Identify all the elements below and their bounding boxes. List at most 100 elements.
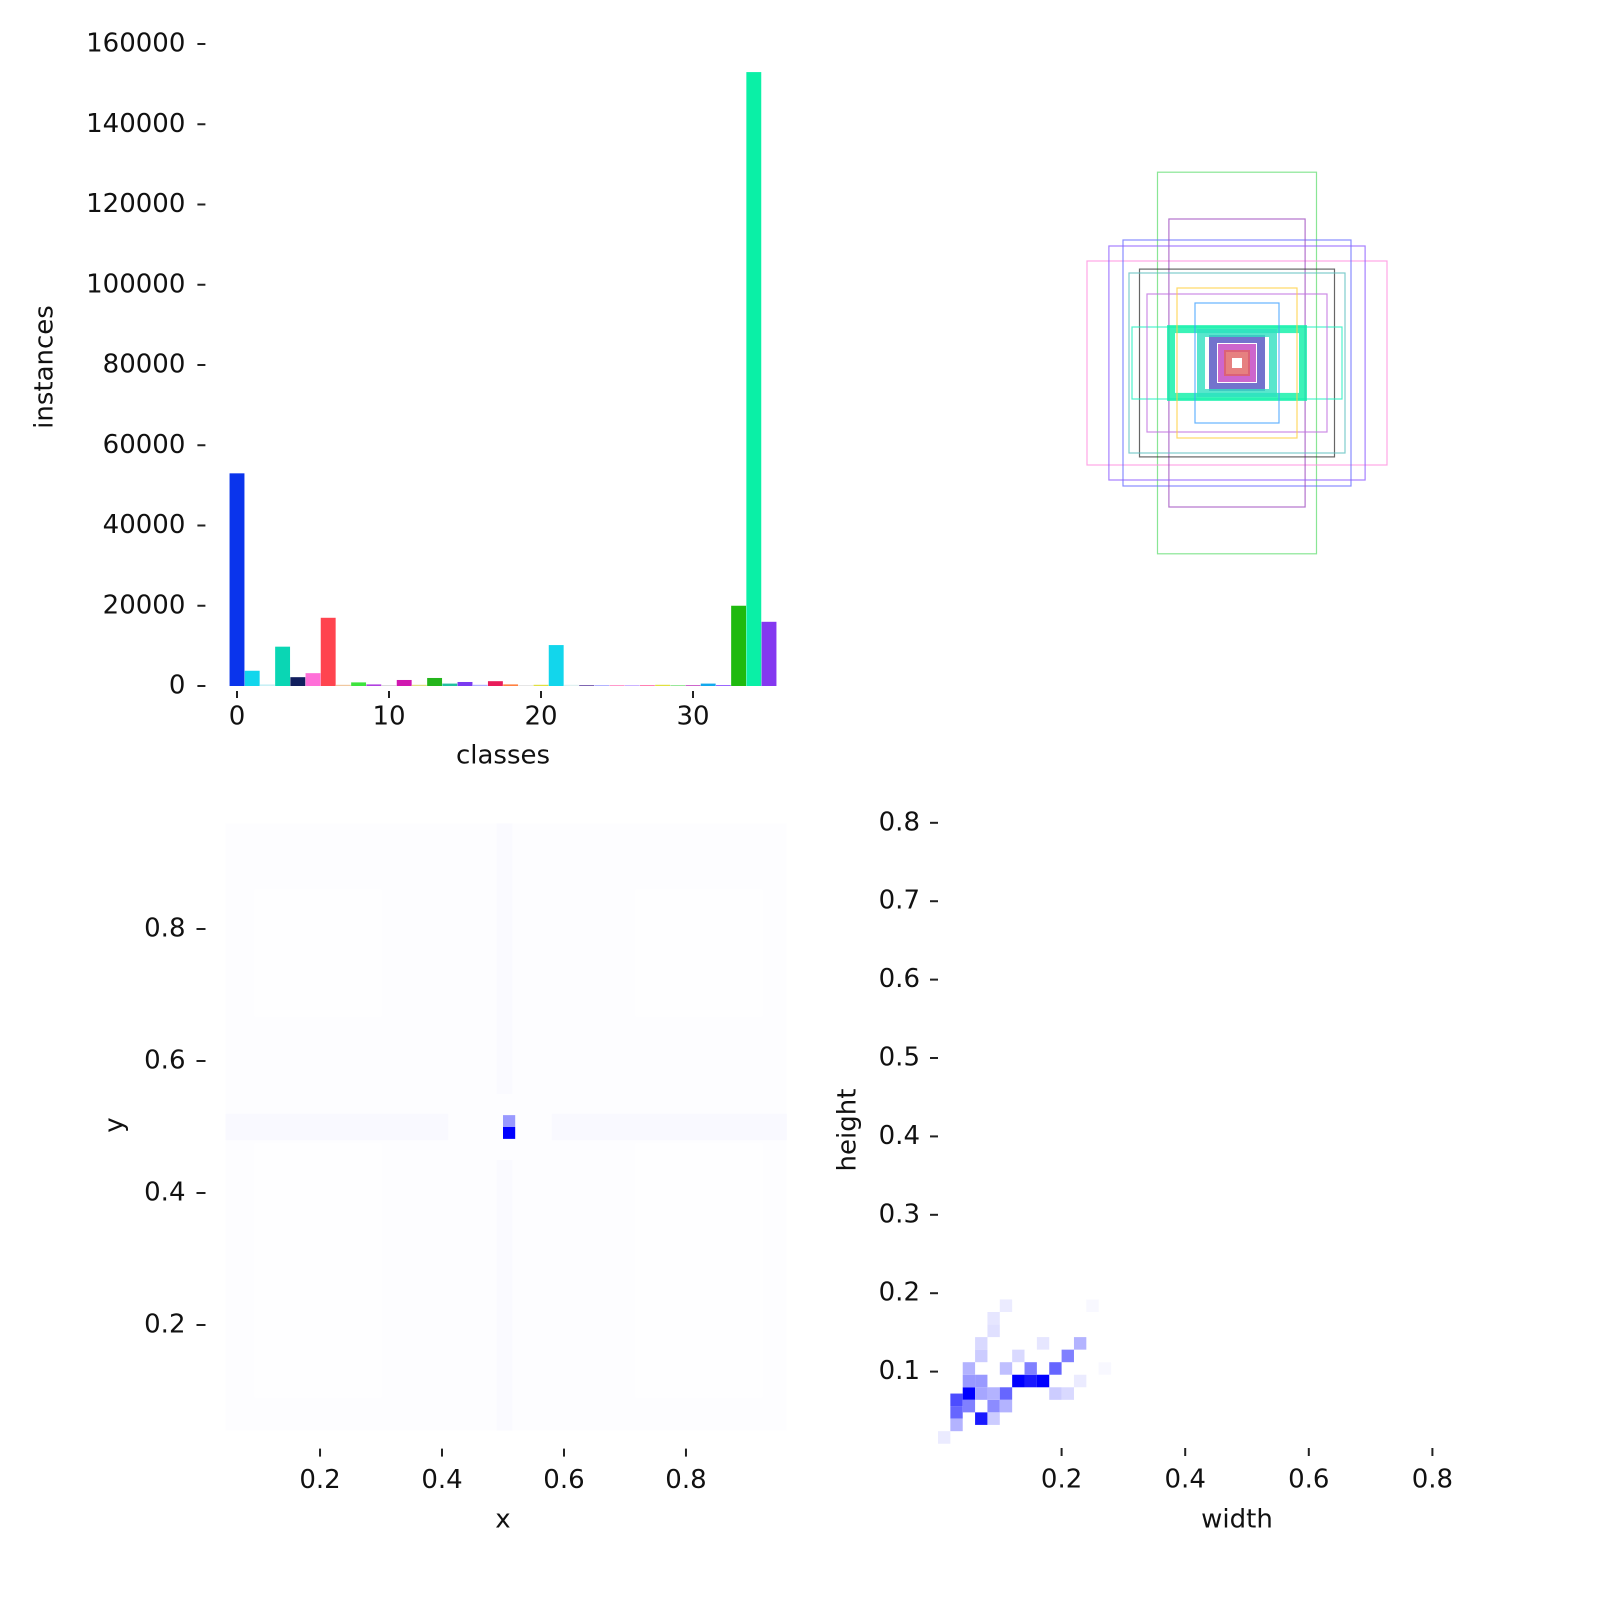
x-axis-label: classes: [456, 741, 550, 771]
y-tick-label: 140000: [86, 109, 185, 139]
label-box: [1224, 350, 1250, 376]
y-tick-label: 40000: [103, 510, 186, 540]
bar: [305, 673, 321, 686]
x-tick-label: 20: [524, 702, 557, 732]
heat-cell: [987, 1312, 1000, 1325]
heat-cell: [950, 1393, 963, 1407]
bar: [442, 683, 458, 686]
y-axis-label: instances: [30, 305, 60, 429]
bar: [731, 605, 747, 686]
heat-cell: [999, 1362, 1013, 1375]
bar: [609, 685, 625, 686]
heat-cell: [1024, 1374, 1037, 1388]
bar: [503, 684, 519, 686]
x-tick-label: 0.8: [665, 1465, 706, 1495]
heat-cell: [975, 1337, 988, 1350]
heat-cell: [950, 1418, 963, 1432]
x-axis-label: x: [495, 1505, 510, 1535]
heat-cell: [975, 1387, 988, 1400]
y-tick-label: 0.2: [879, 1278, 920, 1308]
heat-cell: [1073, 1374, 1087, 1388]
heat-cell: [950, 1406, 963, 1419]
label-box: [1218, 344, 1256, 382]
y-tick-label: 0.7: [879, 886, 920, 916]
label-box: [1194, 302, 1280, 424]
y-tick-label: 0.1: [879, 1356, 920, 1386]
y-tick-label: 0.6: [144, 1046, 185, 1076]
bar: [487, 681, 503, 686]
heat-cell: [1061, 1387, 1074, 1400]
x-tick-label: 0.6: [543, 1465, 584, 1495]
bar: [563, 684, 579, 686]
y-tick-label: 0.5: [879, 1043, 920, 1073]
y-tick-label: 100000: [86, 269, 185, 299]
heat-cell: [1073, 1337, 1087, 1350]
heat-cell: [496, 1160, 513, 1431]
y-tick-label: 0: [169, 671, 186, 701]
y-tick-label: 60000: [103, 430, 186, 460]
heat-cell: [999, 1399, 1013, 1413]
bar: [457, 681, 473, 686]
bar: [290, 677, 306, 686]
y-tick-label: 20000: [103, 590, 186, 620]
bar: [427, 677, 443, 686]
heat-cell: [962, 1374, 976, 1388]
x-tick-label: 0: [229, 702, 246, 732]
bar: [411, 684, 427, 686]
x-axis-label: width: [1201, 1505, 1273, 1535]
heat-cell: [1012, 1349, 1025, 1363]
bar: [351, 682, 367, 686]
heat-cell: [987, 1399, 1000, 1413]
heat-cell: [975, 1412, 988, 1425]
heat-cell: [938, 1431, 951, 1444]
label-box: [1108, 245, 1366, 481]
label-box: [1209, 335, 1265, 391]
x-tick-label: 0.4: [1165, 1465, 1206, 1495]
y-tick-label: 0.2: [144, 1310, 185, 1340]
y-tick-label: 0.4: [879, 1121, 920, 1151]
y-tick-label: 0.4: [144, 1178, 185, 1208]
heat-cell: [1012, 1374, 1025, 1388]
y-tick-label: 160000: [86, 29, 185, 59]
bar: [548, 645, 564, 686]
heat-cell: [551, 1113, 787, 1141]
heat-cell: [999, 1299, 1013, 1313]
heat-cell: [1024, 1362, 1037, 1375]
label-box: [1176, 287, 1298, 439]
heat-cell: [1061, 1349, 1074, 1363]
x-tick-label: 0.4: [421, 1465, 462, 1495]
label-box: [1128, 272, 1346, 454]
heat-cell: [1036, 1337, 1050, 1350]
bar: [761, 621, 777, 686]
bar: [472, 684, 488, 686]
x-tick-label: 30: [676, 702, 709, 732]
bar: [396, 679, 412, 686]
label-box: [1138, 268, 1336, 458]
label-box: [1156, 171, 1318, 555]
bar: [533, 684, 549, 686]
heat-cell: [975, 1374, 988, 1388]
y-tick-label: 0.3: [879, 1199, 920, 1229]
label-box: [1168, 218, 1306, 508]
heat-cell: [962, 1399, 976, 1413]
bar: [259, 684, 275, 686]
bar: [670, 685, 686, 686]
heat-cell: [1049, 1362, 1062, 1375]
label-box: [1086, 260, 1388, 466]
heat-cell: [987, 1324, 1000, 1338]
heat-cell: [962, 1362, 976, 1375]
y-tick-label: 0.8: [144, 914, 185, 944]
heat-cell: [1036, 1374, 1050, 1388]
heat-cell: [503, 1115, 516, 1127]
heat-cell: [962, 1387, 976, 1400]
bar: [335, 684, 351, 686]
bar: [229, 473, 245, 686]
y-tick-label: 0.6: [879, 964, 920, 994]
x-tick-label: 0.8: [1412, 1465, 1453, 1495]
x-tick-label: 0.2: [1041, 1465, 1082, 1495]
heat-cell: [987, 1412, 1000, 1425]
bar: [624, 685, 640, 686]
x-tick-label: 10: [372, 702, 405, 732]
heat-cell: [496, 823, 513, 1094]
